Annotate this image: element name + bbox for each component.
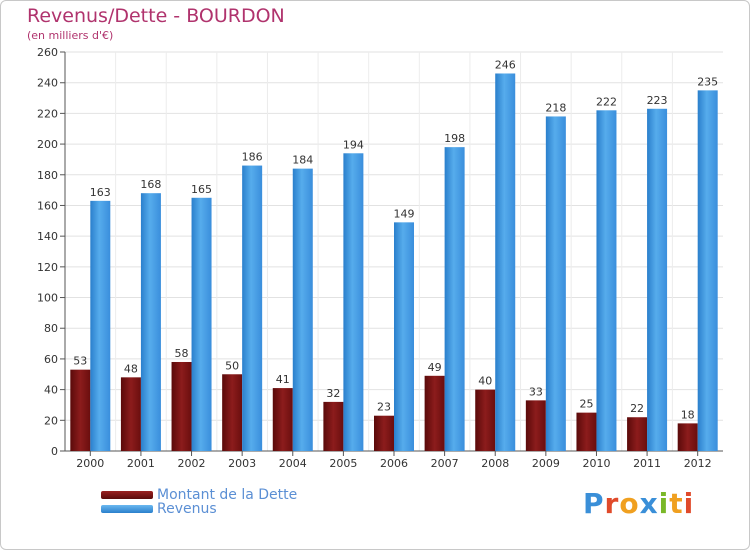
x-tick-label: 2009 [532,457,560,470]
x-tick-label: 2007 [431,457,459,470]
data-label-revenue: 149 [394,207,415,220]
bar-revenue [242,165,263,452]
bar-revenue [140,193,161,451]
y-tick-label: 160 [37,199,58,212]
x-tick-label: 2002 [178,457,206,470]
x-tick-label: 2010 [582,457,610,470]
data-label-revenue: 222 [596,95,617,108]
data-label-revenue: 168 [140,178,161,191]
label-layer: 53 163 48 168 58 165 50 186 41 184 32 194 23 149 49 198… [73,58,718,421]
data-label-revenue: 163 [90,186,111,199]
y-tick-label: 80 [44,322,58,335]
x-tick-label: 2012 [684,457,712,470]
bar-debt [677,423,698,451]
bar-revenue [343,153,364,452]
bar-revenue [647,108,668,452]
data-label-revenue: 235 [697,75,718,88]
chart-subtitle: (en milliers d'€) [27,29,114,42]
legend-swatch-debt [101,491,153,499]
bar-revenue [697,90,718,451]
data-label-debt: 58 [175,347,189,360]
chart-title: Revenus/Dette - BOURDON [27,5,285,27]
data-label-revenue: 198 [444,132,465,145]
bar-debt [120,377,141,451]
x-tick-label: 2000 [76,457,104,470]
y-tick-label: 20 [44,414,58,427]
bar-debt [424,375,445,451]
x-tick-label: 2006 [380,457,408,470]
bar-debt [272,388,293,451]
data-label-debt: 18 [681,408,695,421]
y-tick-label: 120 [37,261,58,274]
logo-letter: P [583,487,605,520]
bar-debt [475,389,496,451]
legend-swatch-revenue [101,505,153,513]
bar-revenue [495,73,516,451]
legend-label-debt: Montant de la Dette [157,487,298,503]
y-tick-label: 180 [37,169,58,182]
bar-debt [323,401,344,451]
y-tick-label: 240 [37,77,58,90]
y-tick-label: 60 [44,353,58,366]
y-tick-label: 100 [37,292,58,305]
logo-letter: r [604,487,620,520]
logo-letter: o [619,487,640,520]
bar-revenue [545,116,566,451]
data-label-debt: 23 [377,401,391,414]
data-label-revenue: 165 [191,183,212,196]
data-label-debt: 22 [630,402,644,415]
bar-revenue [394,222,414,451]
data-label-debt: 33 [529,385,543,398]
data-label-revenue: 186 [242,151,263,164]
x-tick-label: 2004 [279,457,307,470]
data-label-debt: 25 [579,398,593,411]
data-label-revenue: 194 [343,138,364,151]
x-tick-label: 2011 [633,457,661,470]
logo-letter: i [658,487,670,520]
x-tick-label: 2001 [127,457,155,470]
data-label-debt: 48 [124,362,138,375]
data-label-debt: 50 [225,359,239,372]
bar-layer [70,73,718,452]
proxiti-logo[interactable]: Proxiti [583,487,694,520]
data-label-revenue: 184 [292,154,313,167]
logo-letter: i [683,487,695,520]
y-tick-label: 260 [37,46,58,59]
bar-debt [374,415,394,451]
bar-revenue [191,197,212,451]
data-label-revenue: 246 [495,58,516,71]
data-label-debt: 53 [73,355,87,368]
bar-revenue [444,147,465,451]
bar-debt [525,400,546,451]
bar-debt [171,361,192,451]
data-label-debt: 41 [276,373,290,386]
logo-letter: t [669,487,684,520]
x-tick-label: 2005 [329,457,357,470]
data-label-revenue: 218 [545,101,566,114]
data-label-debt: 40 [478,375,492,388]
y-tick-label: 140 [37,230,58,243]
bar-debt [222,374,243,451]
data-label-revenue: 223 [647,94,668,107]
y-tick-label: 40 [44,384,58,397]
bar-debt [576,412,597,451]
x-tick-label: 2008 [481,457,509,470]
y-tick-label: 200 [37,138,58,151]
y-tick-label: 0 [51,445,58,458]
bar-debt [70,369,91,451]
x-tick-label: 2003 [228,457,256,470]
legend-item-debt[interactable]: Montant de la Dette [101,487,441,505]
bar-revenue [596,110,617,452]
bar-revenue [292,168,313,451]
data-label-debt: 32 [326,387,340,400]
y-tick-label: 220 [37,107,58,120]
legend-item-revenue[interactable]: Revenus [101,501,441,519]
bar-revenue [90,200,111,451]
logo-letter: x [639,487,659,520]
legend-label-revenue: Revenus [157,501,217,517]
data-label-debt: 49 [428,361,442,374]
bar-debt [627,417,648,451]
